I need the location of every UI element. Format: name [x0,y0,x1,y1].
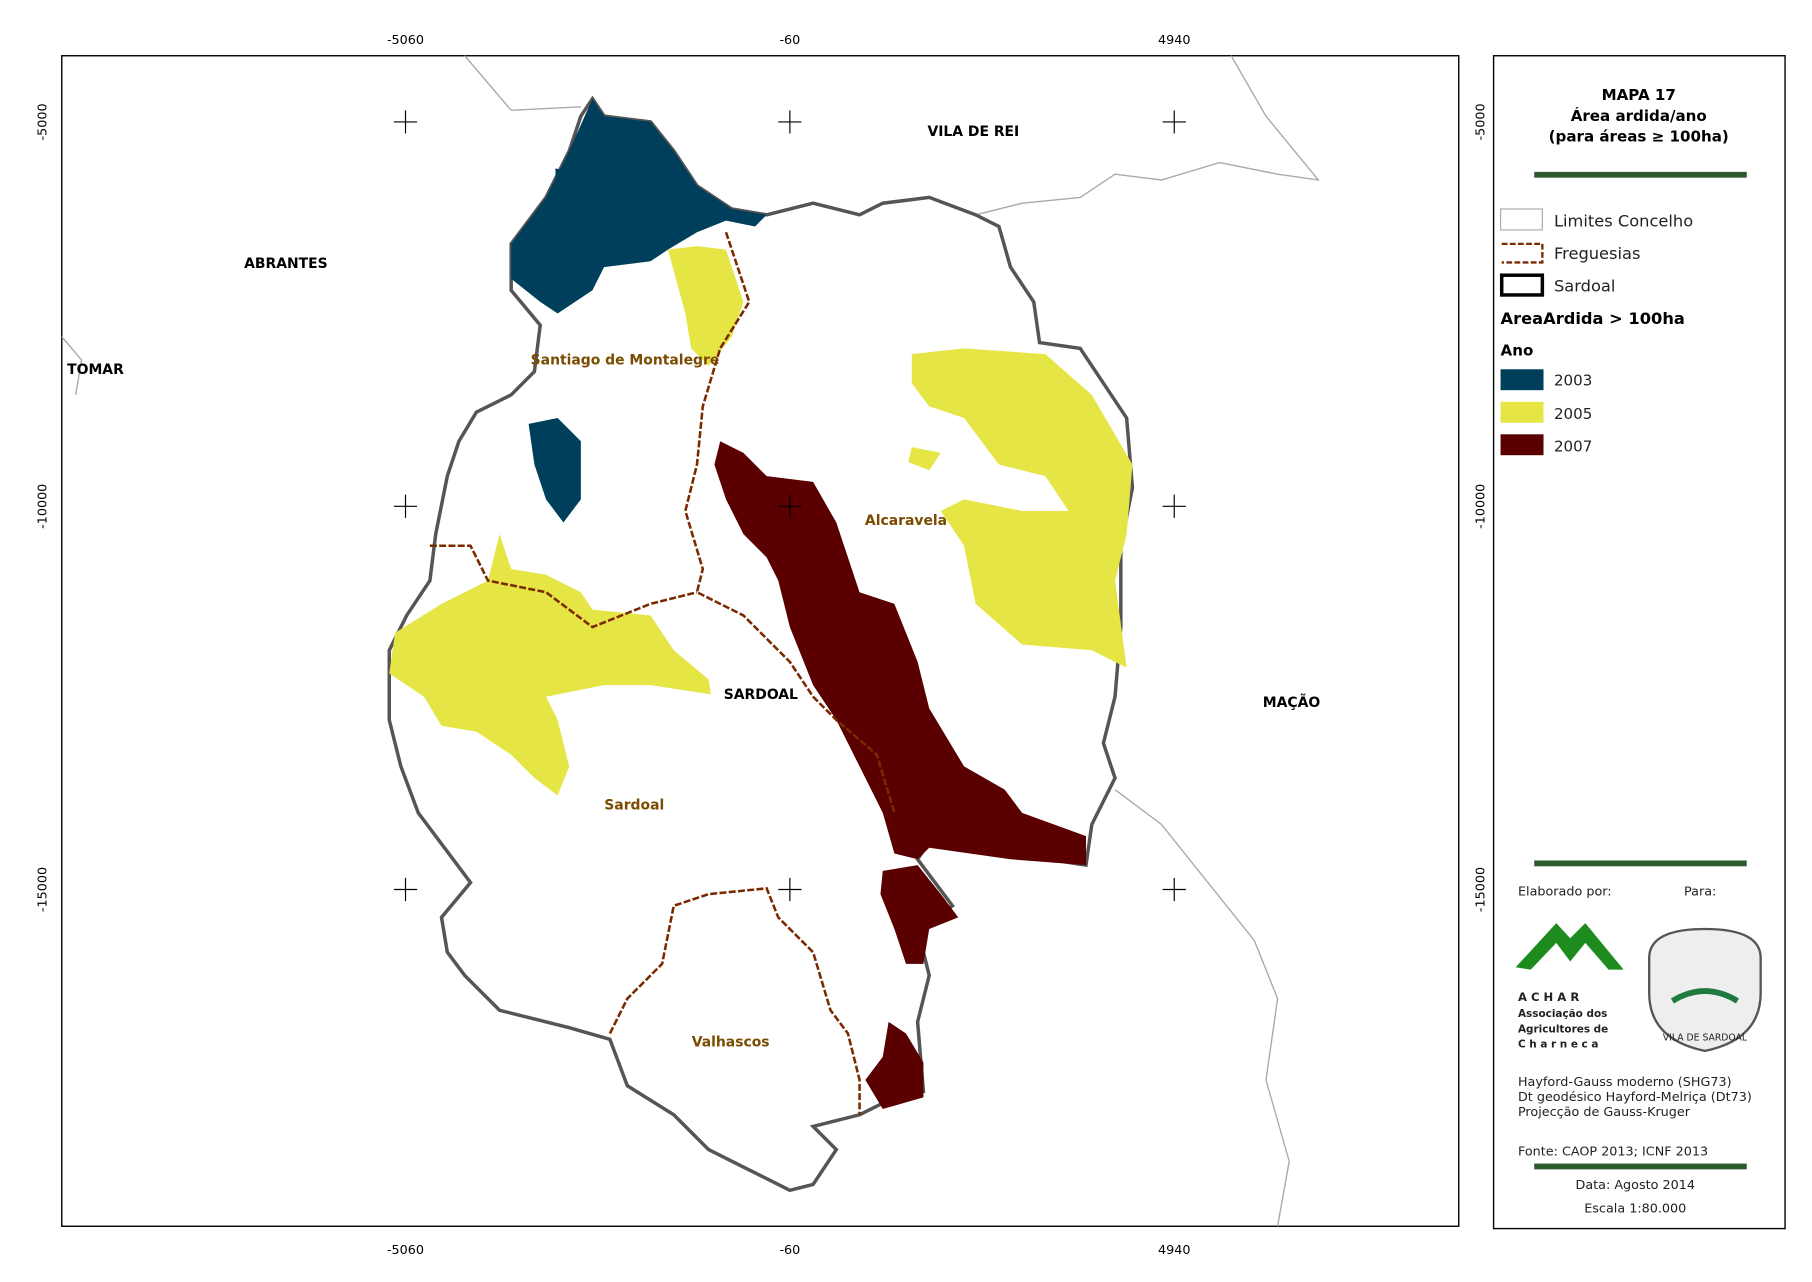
legend-swatch [1501,242,1544,264]
map-subtitle: Área ardida/ano [1571,106,1707,125]
divider [1534,171,1747,178]
achar-text: C h a r n e c a [1518,1038,1598,1050]
municipality-label: SARDOAL [724,687,798,703]
legend-label: Freguesias [1554,244,1641,263]
legend-layer: AreaArdida > 100ha [1501,309,1685,328]
legend-field: Ano [1501,341,1534,359]
burned-2007 [714,441,1086,1109]
source: Fonte: CAOP 2013; ICNF 2013 [1518,1144,1708,1159]
parish-label: Alcaravela [865,513,947,529]
made-by: Elaborado por: [1518,884,1612,899]
legend-label: 2003 [1554,372,1592,390]
achar-logo [1515,923,1624,970]
projection: Projecção de Gauss-Kruger [1518,1105,1691,1120]
achar-text: Associação dos [1518,1008,1607,1020]
place-labels: VILA DE REI ABRANTES TOMAR MAÇÃO SARDOAL… [67,124,1320,1050]
achar-text: Agricultores de [1518,1023,1608,1035]
y-tick: -15000 [36,867,51,912]
neighbor-label: TOMAR [67,362,124,378]
tick-labels: -5060 -60 4940 -5060 -60 4940 -5000 -100… [36,33,1489,1258]
scale: Escala 1:80.000 [1584,1201,1686,1216]
panel-frame [1492,55,1786,1230]
legend-label: Sardoal [1554,276,1615,295]
legend-swatch [1500,434,1544,456]
burned-2005 [389,246,1133,796]
x-tick: -60 [779,1243,800,1258]
y-tick: -10000 [36,484,51,529]
projection: Dt geodésico Hayford-Melriça (Dt73) [1518,1090,1752,1105]
legend-label: 2007 [1554,438,1592,456]
y-tick: -10000 [1473,484,1488,529]
x-tick: -5060 [387,33,424,48]
x-tick: -60 [779,33,800,48]
y-tick: -15000 [1473,867,1488,912]
legend-label: 2005 [1554,405,1592,423]
y-tick: -5000 [36,103,51,140]
crest-label: VILA DE SARDOAL [1663,1032,1748,1043]
parish-label: Valhascos [692,1034,770,1050]
achar-name: A C H A R [1518,990,1579,1004]
legend-panel: MAPA 17 Área ardida/ano (para áreas ≥ 10… [1492,55,1786,1230]
legend-label: Limites Concelho [1554,211,1693,230]
y-tick: -5000 [1473,103,1488,140]
map-note: (para áreas ≥ 100ha) [1549,128,1729,146]
neighbor-label: VILA DE REI [927,124,1019,140]
legend-swatch [1499,273,1545,297]
legend-swatch [1500,401,1544,423]
made-for: Para: [1684,884,1716,899]
parish-label: Sardoal [604,797,664,813]
crest-detail [1670,988,1739,1004]
x-tick: 4940 [1158,1243,1190,1258]
legend-swatch [1500,369,1544,391]
divider [1534,1163,1747,1170]
burned-areas [389,98,1133,1109]
date: Data: Agosto 2014 [1576,1178,1696,1193]
divider [1534,860,1747,867]
parish-boundaries [429,231,896,1115]
neighbor-label: ABRANTES [244,256,328,272]
x-tick: -5060 [387,1243,424,1258]
parish-label: Santiago de Montalegre [531,353,720,369]
projection: Hayford-Gauss moderno (SHG73) [1518,1075,1732,1090]
neighbor-boundaries [61,55,1320,1227]
neighbor-label: MAÇÃO [1263,694,1321,711]
burned-2003 [511,98,767,523]
legend-swatch [1499,208,1543,231]
x-tick: 4940 [1158,33,1190,48]
map-title: MAPA 17 [1602,86,1676,104]
grid-crosses [393,110,1186,902]
